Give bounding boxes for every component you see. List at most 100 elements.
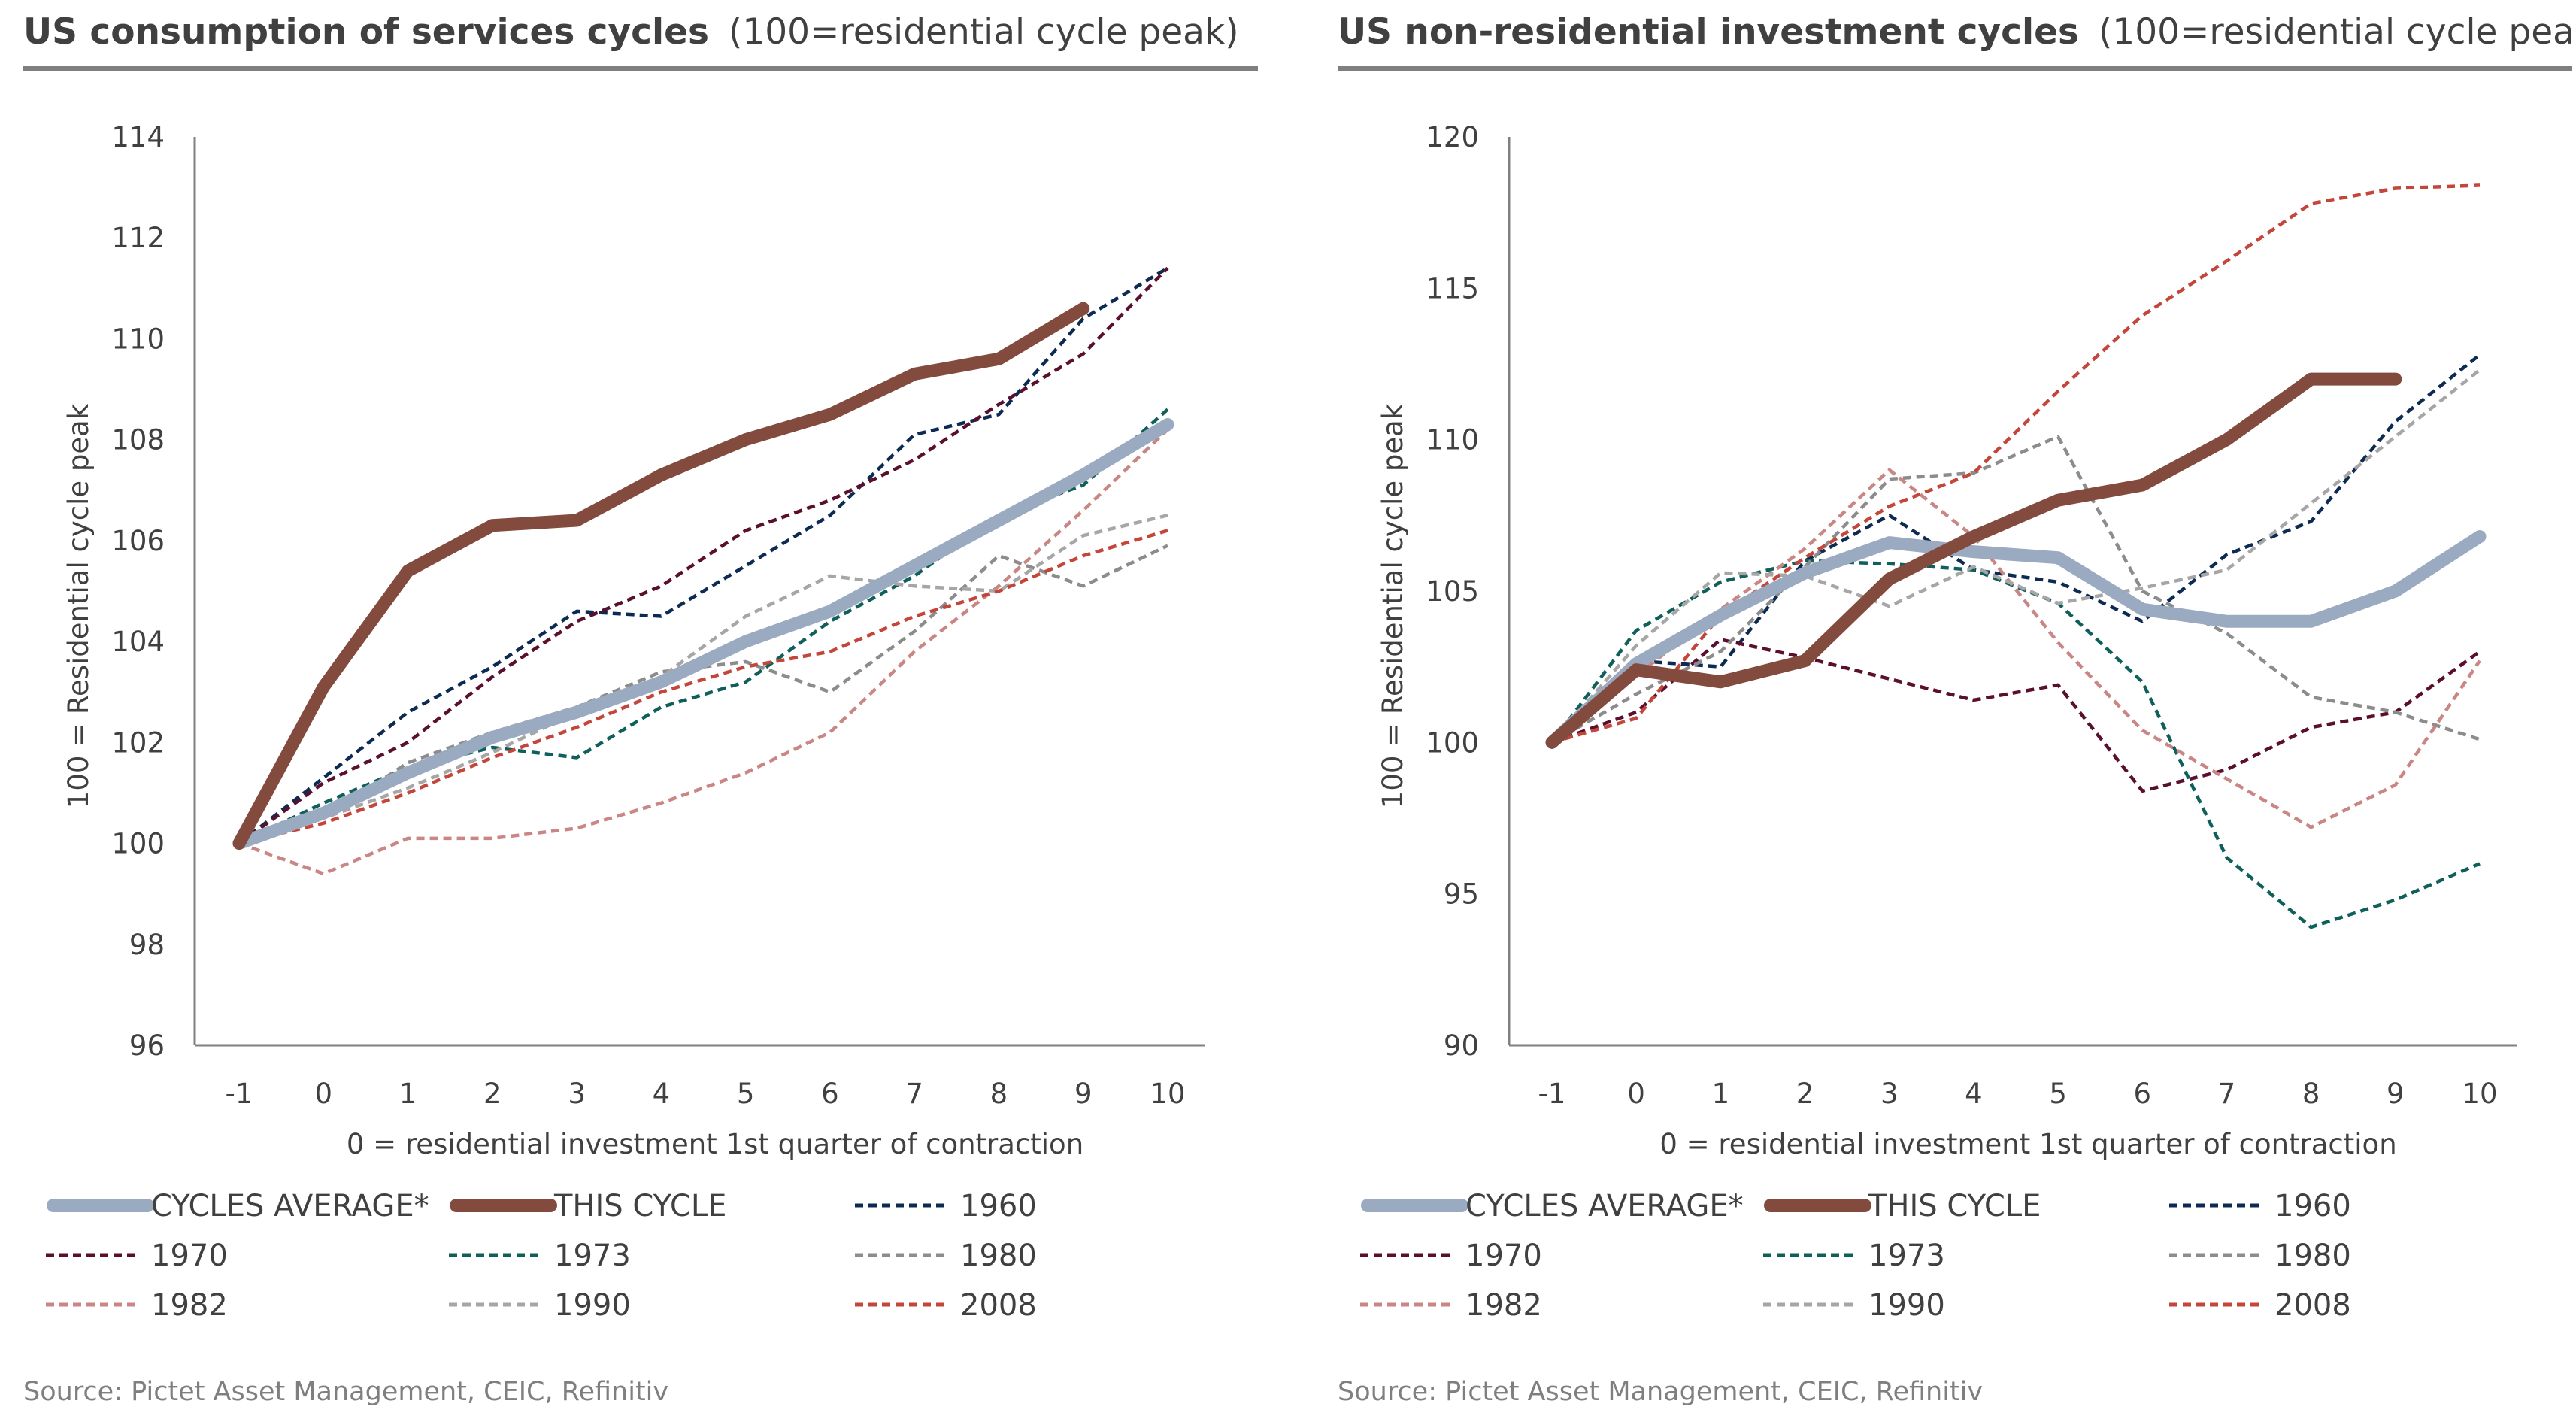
- legend-label: 2008: [960, 1288, 1037, 1323]
- series-line-1982: [238, 428, 1169, 876]
- y-tick-label: 100: [1426, 726, 1479, 759]
- series-line-cycles-average: [1545, 530, 2487, 749]
- y-tick-label: 110: [1426, 424, 1479, 456]
- legend-label: 1960: [2274, 1189, 2351, 1223]
- y-tick-label: 104: [111, 626, 165, 658]
- x-tick-label: 6: [2133, 1078, 2151, 1110]
- title-underline: [1338, 66, 2572, 71]
- x-tick-label: 4: [1965, 1078, 1983, 1110]
- x-tick-label: 0: [1627, 1078, 1645, 1110]
- legend-item: 1990: [449, 1288, 631, 1323]
- y-tick-label: 98: [129, 929, 165, 961]
- legend-item: CYCLES AVERAGE*: [47, 1189, 429, 1223]
- legend-label: 1982: [151, 1288, 228, 1323]
- x-tick-label: 1: [399, 1078, 417, 1110]
- legend-item: CYCLES AVERAGE*: [1361, 1189, 1744, 1223]
- x-tick-label: -1: [226, 1078, 253, 1110]
- legend-label: THIS CYCLE: [553, 1189, 726, 1223]
- x-tick-label: 9: [1074, 1078, 1093, 1110]
- y-tick-label: 102: [111, 726, 165, 759]
- x-axis-title: 0 = residential investment 1st quarter o…: [347, 1128, 1083, 1160]
- legend-label: 1982: [1465, 1288, 1542, 1323]
- legend-item: 1982: [46, 1288, 228, 1323]
- legend-item: 1970: [46, 1239, 228, 1273]
- legend-label: 1973: [1868, 1239, 1945, 1273]
- x-tick-label: 7: [2218, 1078, 2236, 1110]
- source-note: Source: Pictet Asset Management, CEIC, R…: [23, 1377, 668, 1407]
- series-line-1990: [238, 514, 1168, 845]
- legend-label: CYCLES AVERAGE*: [151, 1189, 429, 1223]
- legend-item: THIS CYCLE: [450, 1189, 726, 1223]
- x-tick-label: 4: [653, 1078, 671, 1110]
- x-tick-label: 2: [483, 1078, 502, 1110]
- y-tick-label: 96: [129, 1029, 165, 1062]
- x-tick-label: 7: [905, 1078, 923, 1110]
- x-axis-title: 0 = residential investment 1st quarter o…: [1659, 1128, 2396, 1160]
- y-tick-label: 112: [111, 222, 165, 254]
- series-line-1970: [238, 266, 1169, 845]
- source-note: Source: Pictet Asset Management, CEIC, R…: [1338, 1377, 1983, 1407]
- legend-label: 1990: [554, 1288, 631, 1323]
- series-line-2008: [1551, 183, 2481, 744]
- legend-item: 2008: [855, 1288, 1037, 1323]
- legend-item: 1970: [1360, 1239, 1542, 1273]
- y-tick-label: 105: [1426, 575, 1479, 608]
- y-tick-label: 106: [111, 525, 165, 557]
- chart-subtitle: (100=residential cycle peak): [729, 11, 1239, 53]
- legend-label: CYCLES AVERAGE*: [1465, 1189, 1744, 1223]
- chart-title-line: US non-residential investment cycles (100…: [1338, 11, 2576, 53]
- y-tick-label: 120: [1426, 121, 1479, 153]
- legend-item: 1980: [2169, 1239, 2351, 1273]
- legend-item: 1960: [2169, 1189, 2351, 1223]
- series-line-1960: [1550, 353, 2481, 744]
- x-tick-label: 1: [1712, 1078, 1730, 1110]
- legend-label: 1980: [960, 1239, 1037, 1273]
- x-tick-label: 2: [1796, 1078, 1814, 1110]
- x-tick-label: 10: [2462, 1078, 2497, 1110]
- legend-label: 1980: [2274, 1239, 2351, 1273]
- x-tick-label: 0: [314, 1078, 332, 1110]
- x-tick-label: 3: [568, 1078, 586, 1110]
- series-group: [1545, 183, 2487, 929]
- y-axis-title: 100 = Residential cycle peak: [62, 403, 95, 808]
- x-tick-label: 8: [990, 1078, 1008, 1110]
- x-tick-label: 10: [1150, 1078, 1185, 1110]
- chart-title-line: US consumption of services cycles (100=re…: [23, 11, 1239, 53]
- y-tick-label: 90: [1444, 1029, 1479, 1062]
- legend-item: 2008: [2169, 1288, 2351, 1323]
- legend-item: THIS CYCLE: [1764, 1189, 2041, 1223]
- legend-item: 1973: [1763, 1239, 1945, 1273]
- series-line-1990: [1550, 368, 2481, 744]
- legend-item: 1982: [1360, 1288, 1542, 1323]
- legend-item: 1973: [449, 1239, 631, 1273]
- chart-panel-2: US non-residential investment cycles (100…: [1338, 11, 2576, 1407]
- chart-panel-1: US consumption of services cycles (100=re…: [23, 11, 1258, 1407]
- y-tick-label: 114: [111, 121, 165, 153]
- y-tick-label: 95: [1444, 878, 1479, 911]
- y-tick-label: 108: [111, 424, 165, 456]
- chart-title: US non-residential investment cycles: [1338, 11, 2079, 53]
- chart-title: US consumption of services cycles: [23, 11, 709, 53]
- y-tick-label: 110: [111, 323, 165, 355]
- legend-label: 1960: [960, 1189, 1037, 1223]
- series-line-1960: [238, 266, 1169, 845]
- x-tick-label: 5: [2049, 1078, 2067, 1110]
- x-tick-label: -1: [1538, 1078, 1566, 1110]
- x-tick-label: 3: [1880, 1078, 1899, 1110]
- x-tick-label: 6: [821, 1078, 839, 1110]
- series-line-1970: [1551, 638, 2481, 793]
- series-line-this-cycle: [232, 302, 1090, 850]
- legend-label: 1990: [1868, 1288, 1945, 1323]
- series-line-1973: [1550, 559, 2481, 929]
- x-tick-label: 9: [2387, 1078, 2405, 1110]
- legend-item: 1990: [1763, 1288, 1945, 1323]
- legend-label: 1973: [554, 1239, 631, 1273]
- legend-item: 1960: [855, 1189, 1037, 1223]
- series-line-1973: [238, 408, 1169, 845]
- title-underline: [23, 66, 1258, 71]
- y-tick-label: 115: [1426, 272, 1479, 305]
- series-group: [232, 266, 1174, 876]
- x-tick-label: 8: [2302, 1078, 2320, 1110]
- series-line-cycles-average: [232, 418, 1174, 850]
